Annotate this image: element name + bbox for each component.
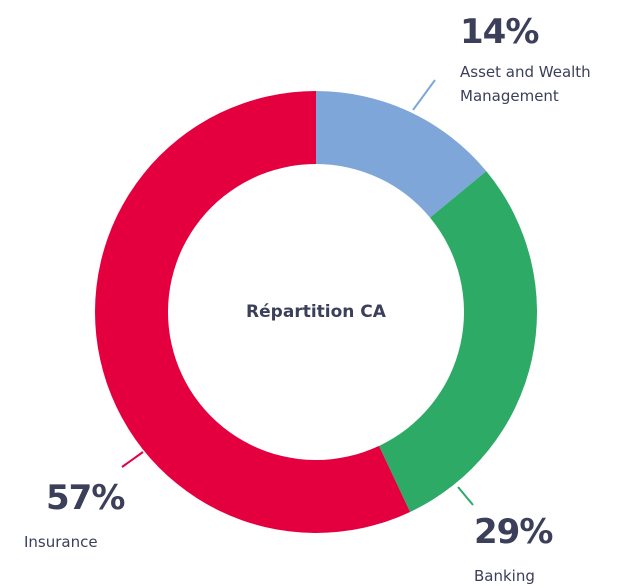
leader-line — [412, 79, 436, 111]
value-label: 57% — [46, 478, 125, 518]
donut-segment — [379, 171, 537, 512]
category-label: Banking — [474, 567, 535, 585]
donut-segment — [316, 91, 487, 218]
value-label: 14% — [460, 12, 539, 52]
leader-line — [457, 486, 474, 506]
leader-line — [121, 451, 144, 468]
value-label: 29% — [474, 512, 553, 552]
category-label: Asset and Wealth Management — [460, 63, 591, 105]
donut-segment — [95, 91, 411, 533]
chart-title: Répartition CA — [246, 302, 386, 322]
category-label: Insurance — [24, 533, 98, 551]
